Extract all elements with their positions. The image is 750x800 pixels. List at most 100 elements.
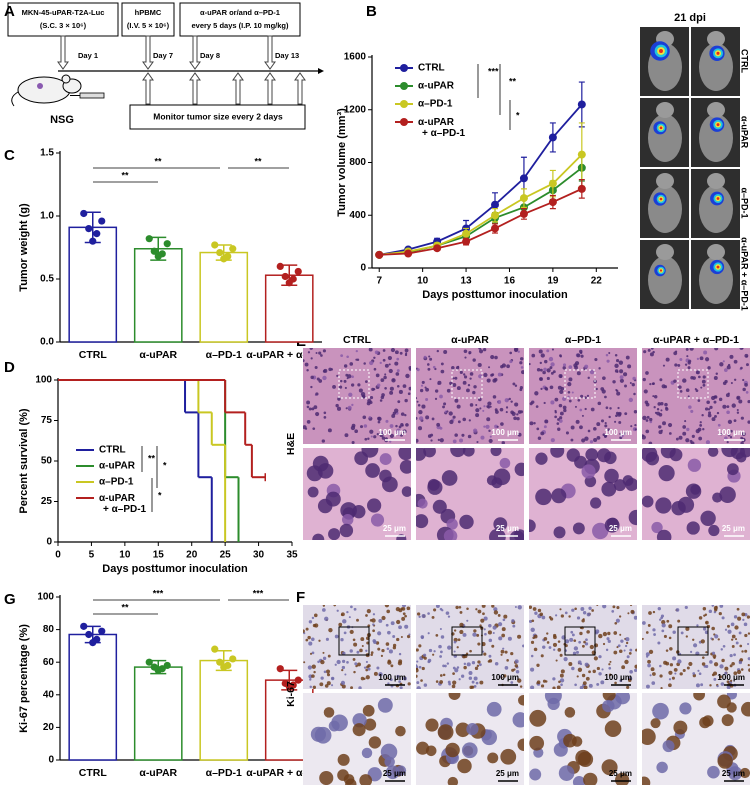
point — [548, 198, 557, 207]
nucleus — [531, 353, 536, 358]
nucleus — [529, 619, 533, 624]
nucleus — [558, 680, 561, 684]
nucleus — [323, 411, 327, 415]
nucleus — [439, 394, 443, 399]
nucleus — [395, 765, 407, 776]
nucleus — [473, 428, 478, 433]
x-tick-label: 5 — [89, 550, 95, 561]
nucleus — [320, 659, 325, 665]
point — [375, 250, 384, 259]
nucleus — [558, 419, 563, 423]
nucleus — [571, 666, 575, 671]
nucleus — [731, 638, 734, 641]
nucleus — [477, 362, 482, 368]
nucleus — [499, 457, 511, 469]
legend-marker — [400, 118, 408, 126]
nucleus — [729, 354, 734, 359]
nucleus — [369, 395, 374, 400]
nucleus — [357, 383, 361, 387]
nucleus — [405, 423, 409, 427]
nucleus — [510, 651, 514, 656]
nucleus — [625, 477, 637, 492]
nucleus — [459, 629, 464, 635]
bioluminescence-image — [691, 169, 740, 238]
nucleus — [473, 385, 477, 389]
point — [281, 272, 289, 281]
nucleus — [344, 673, 347, 676]
nucleus — [459, 370, 463, 374]
point — [433, 244, 442, 253]
nucleus — [458, 606, 462, 609]
nucleus — [730, 622, 735, 627]
point — [491, 200, 499, 209]
nucleus — [399, 459, 411, 474]
nucleus — [351, 403, 354, 407]
mouse-silhouette — [699, 114, 733, 162]
nucleus — [625, 637, 630, 642]
nucleus — [428, 648, 433, 653]
x-tick-label: CTRL — [79, 349, 108, 361]
nucleus — [630, 609, 635, 614]
nucleus — [580, 354, 584, 358]
nucleus — [479, 624, 482, 627]
nucleus — [546, 632, 549, 635]
nucleus — [326, 681, 331, 686]
nucleus — [405, 373, 410, 379]
nucleus — [359, 774, 373, 785]
nucleus — [634, 424, 637, 427]
legend-marker — [400, 100, 408, 108]
nucleus — [608, 673, 612, 677]
nucleus — [574, 365, 578, 370]
series-line — [379, 103, 583, 256]
nucleus — [466, 662, 471, 667]
nucleus — [306, 369, 309, 372]
nucleus — [501, 363, 506, 368]
nucleus — [475, 608, 478, 611]
nucleus — [541, 615, 546, 620]
nucleus — [573, 639, 577, 643]
mouse — [11, 74, 105, 107]
nucleus — [459, 610, 463, 614]
nucleus — [465, 652, 469, 655]
nucleus — [625, 641, 629, 645]
image-bg — [529, 693, 637, 785]
nucleus — [568, 377, 573, 382]
nucleus — [593, 427, 597, 431]
nucleus — [682, 378, 687, 383]
nucleus — [348, 616, 351, 619]
nucleus — [461, 674, 465, 678]
nucleus — [425, 415, 430, 420]
nucleus — [493, 377, 498, 382]
nucleus — [571, 391, 574, 394]
nucleus — [398, 652, 402, 656]
nucleus — [619, 649, 623, 654]
nucleus — [665, 357, 670, 362]
nucleus — [634, 668, 637, 672]
nucleus — [429, 357, 433, 361]
nucleus — [564, 611, 568, 615]
nucleus — [373, 671, 378, 676]
nucleus — [521, 370, 524, 375]
mouse-label: NSG — [50, 114, 74, 126]
x-tick-label: α–PD-1 — [206, 349, 242, 361]
nucleus — [645, 429, 650, 434]
nucleus — [735, 641, 739, 645]
y-tick-label: 0 — [48, 755, 54, 766]
nucleus — [514, 664, 519, 668]
nucleus — [668, 683, 672, 688]
nucleus — [672, 630, 676, 634]
timeline-arrow — [318, 68, 324, 74]
nucleus — [455, 366, 460, 370]
nucleus — [394, 350, 399, 355]
nucleus — [336, 659, 341, 665]
nucleus — [404, 614, 407, 618]
x-tick-label: 25 — [220, 550, 232, 561]
nucleus — [388, 363, 391, 366]
point — [85, 225, 93, 233]
nucleus — [365, 675, 370, 680]
nucleus — [514, 462, 524, 477]
point — [577, 184, 586, 193]
point — [220, 255, 228, 263]
nucleus — [592, 522, 609, 540]
nucleus — [585, 638, 588, 642]
